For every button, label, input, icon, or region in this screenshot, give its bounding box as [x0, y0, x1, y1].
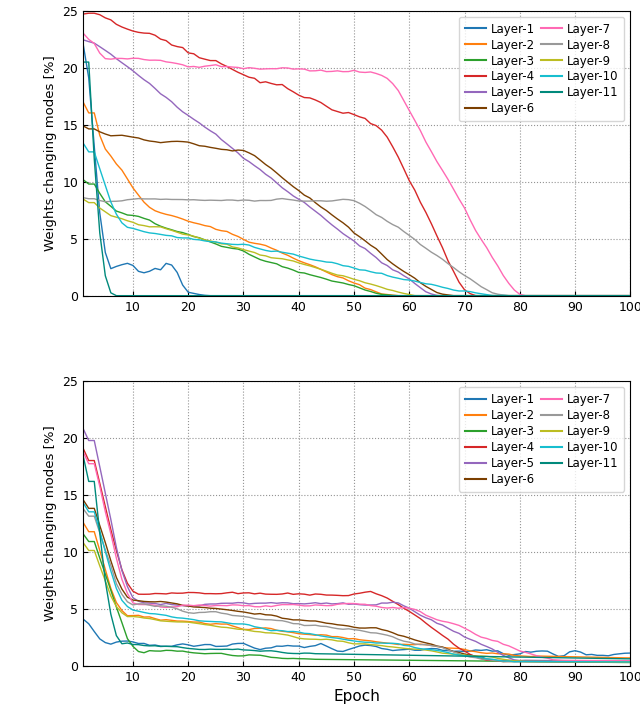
- X-axis label: Epoch: Epoch: [333, 690, 380, 704]
- Y-axis label: Weights changing modes [%]: Weights changing modes [%]: [44, 426, 57, 621]
- Legend: Layer-1, Layer-2, Layer-3, Layer-4, Layer-5, Layer-6, Layer-7, Layer-8, Layer-9,: Layer-1, Layer-2, Layer-3, Layer-4, Laye…: [459, 17, 625, 121]
- Y-axis label: Weights changing modes [%]: Weights changing modes [%]: [44, 55, 57, 251]
- Legend: Layer-1, Layer-2, Layer-3, Layer-4, Layer-5, Layer-6, Layer-7, Layer-8, Layer-9,: Layer-1, Layer-2, Layer-3, Layer-4, Laye…: [459, 387, 625, 492]
